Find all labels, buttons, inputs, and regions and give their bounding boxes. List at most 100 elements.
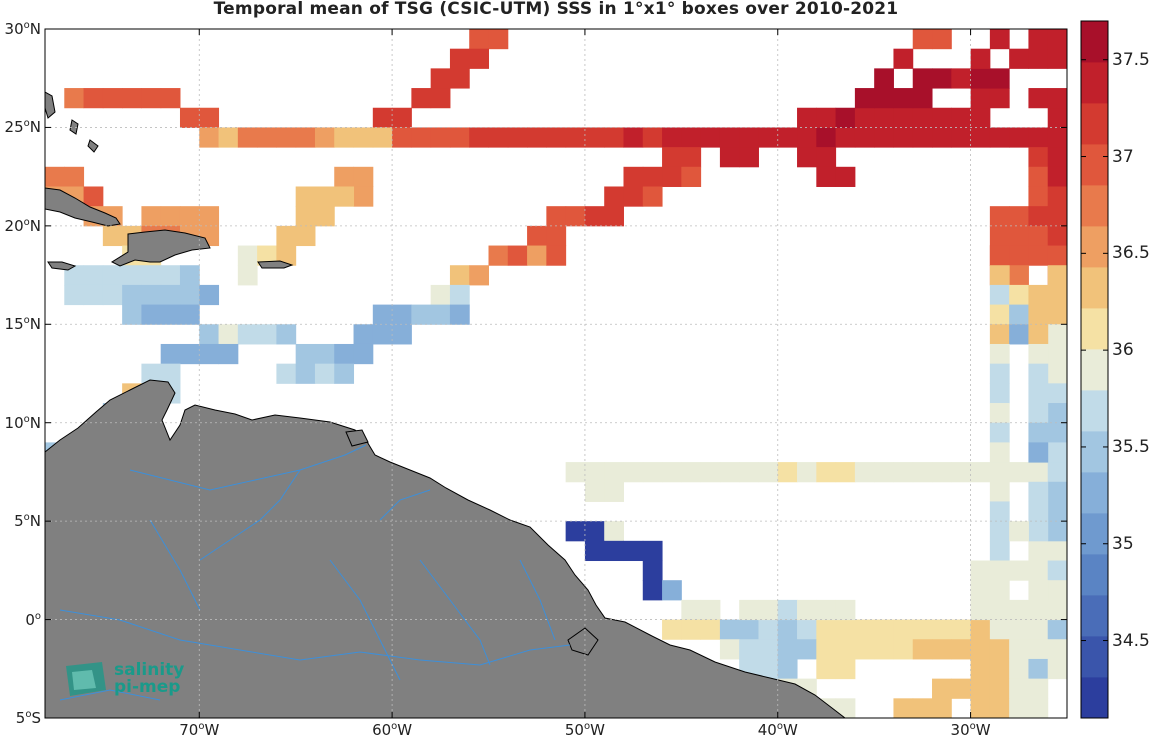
salinity-cell <box>1028 383 1049 404</box>
salinity-cell <box>411 304 432 325</box>
salinity-cell <box>334 343 355 365</box>
salinity-cell <box>932 68 952 89</box>
salinity-cell <box>642 127 663 148</box>
salinity-cell <box>989 363 1010 384</box>
salinity-cell <box>854 619 875 640</box>
salinity-cell <box>1047 265 1067 286</box>
salinity-cell <box>1028 442 1049 463</box>
salinity-cell <box>1047 363 1067 384</box>
salinity-cell <box>758 462 779 483</box>
salinity-cell <box>932 718 952 738</box>
salinity-cell <box>1047 422 1067 443</box>
salinity-cell <box>854 462 875 483</box>
salinity-cell <box>411 127 432 148</box>
salinity-cell <box>488 127 509 148</box>
salinity-cell <box>392 324 412 345</box>
salinity-cell <box>1047 560 1067 581</box>
salinity-cell <box>546 127 567 148</box>
colorbar-tick-label: 35 <box>1112 533 1134 554</box>
salinity-cell <box>199 284 220 306</box>
salinity-cell <box>334 363 355 384</box>
salinity-cell <box>527 225 547 247</box>
salinity-cell <box>835 658 856 680</box>
salinity-cell <box>719 462 740 483</box>
salinity-cell <box>604 521 624 542</box>
salinity-cell <box>989 225 1010 247</box>
salinity-cell <box>662 462 682 483</box>
salinity-cell <box>1009 304 1029 325</box>
salinity-cell <box>1028 304 1049 325</box>
salinity-cell <box>469 48 490 69</box>
salinity-cell <box>989 304 1010 325</box>
salinity-cell <box>970 599 991 621</box>
salinity-cell <box>951 68 972 89</box>
salinity-cell <box>1047 225 1067 247</box>
salinity-cell <box>758 127 779 148</box>
x-tick-label: 50oW <box>564 721 605 739</box>
salinity-cell <box>102 225 123 247</box>
salinity-cell <box>372 324 393 345</box>
salinity-cell <box>1009 619 1029 640</box>
map-axes <box>44 28 1068 738</box>
salinity-cell <box>507 127 528 148</box>
trinidad-island <box>345 429 369 447</box>
salinity-cell <box>797 599 817 621</box>
salinity-cell <box>874 639 894 660</box>
y-tick-label: 10oN <box>4 413 41 432</box>
salinity-cell <box>642 186 663 207</box>
salinity-cell <box>1047 383 1067 404</box>
salinity-cell <box>1047 88 1067 109</box>
salinity-cell <box>1009 678 1029 699</box>
y-tick-label: 30oN <box>4 20 41 38</box>
salinity-cell <box>797 462 817 483</box>
salinity-cell <box>160 363 181 384</box>
salinity-cell <box>989 88 1010 109</box>
salinity-cell <box>816 462 837 483</box>
salinity-cell <box>1009 225 1029 247</box>
salinity-cell <box>1047 619 1067 640</box>
salinity-cell <box>874 107 894 128</box>
salinity-cell <box>816 166 837 187</box>
salinity-cell <box>874 68 894 89</box>
colorbar-segment <box>1081 308 1108 350</box>
salinity-cell <box>604 481 624 502</box>
salinity-cell <box>64 166 85 187</box>
salinity-cell <box>1028 363 1049 384</box>
salinity-cell <box>874 718 894 738</box>
salinity-cell <box>565 462 586 483</box>
salinity-cell <box>681 619 702 640</box>
salinity-cell <box>1028 245 1049 266</box>
salinity-cell <box>295 186 316 207</box>
salinity-cell <box>257 127 277 148</box>
salinity-cell <box>662 166 682 187</box>
salinity-cell <box>662 147 682 168</box>
salinity-cell <box>816 127 837 148</box>
salinity-cell <box>314 127 335 148</box>
salinity-cell <box>1028 403 1049 424</box>
rivers <box>59 444 571 701</box>
salinity-cell <box>430 284 451 306</box>
salinity-cell <box>835 599 856 621</box>
salinity-cell <box>1009 462 1029 483</box>
salinity-cell <box>160 284 181 306</box>
salinity-cell <box>141 363 162 384</box>
salinity-cell <box>1047 284 1067 306</box>
salinity-cell <box>989 206 1010 227</box>
x-tick-label: 40oW <box>757 721 798 739</box>
colorbar-segment <box>1081 21 1108 63</box>
salinity-cell <box>1009 127 1029 148</box>
colorbar-segment <box>1081 185 1108 227</box>
salinity-cell <box>1028 284 1049 306</box>
salinity-cell <box>1028 186 1049 207</box>
hispaniola-island <box>110 229 211 267</box>
salinity-cell <box>970 68 991 89</box>
y-tick-label: 25oN <box>4 118 41 137</box>
salinity-cell <box>604 462 624 483</box>
salinity-cell <box>854 639 875 660</box>
salinity-cell <box>353 186 374 207</box>
salinity-cell <box>295 363 316 384</box>
colorbar <box>1080 20 1109 719</box>
colorbar-segment <box>1081 226 1108 268</box>
salinity-cell <box>1028 481 1049 502</box>
colorbar-tick-label: 37 <box>1112 146 1134 167</box>
